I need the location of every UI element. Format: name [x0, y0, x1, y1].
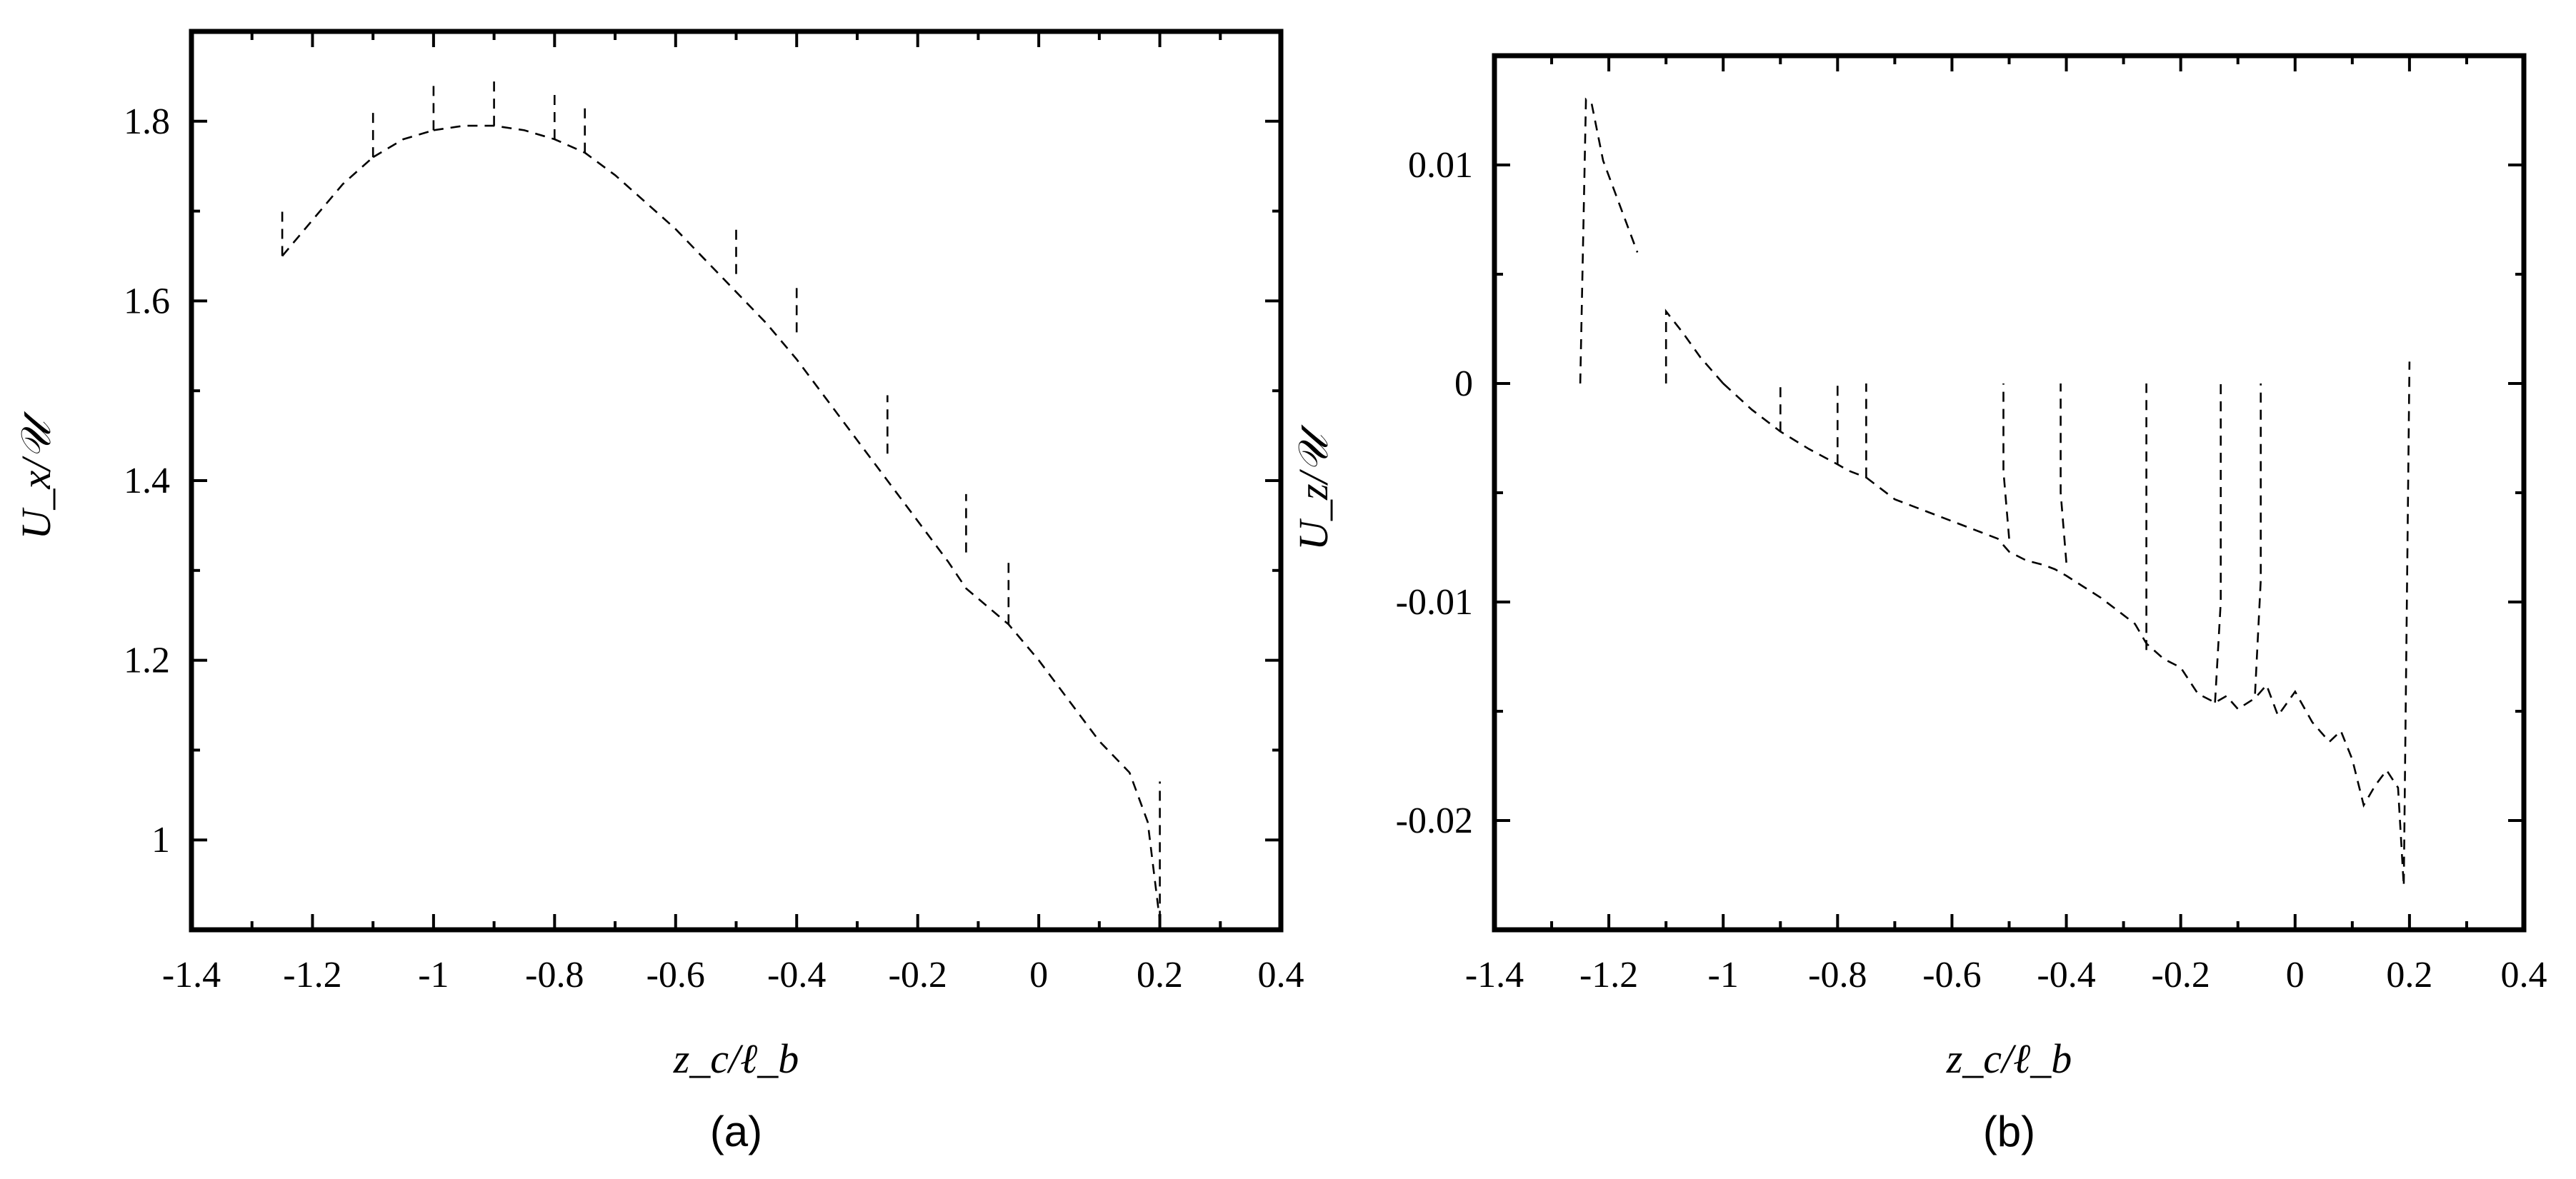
- x-tick-label: -1.2: [283, 955, 341, 995]
- series-line: [433, 124, 1161, 921]
- x-tick-label: -0.2: [889, 955, 947, 995]
- panel-a-chart: -1.4 -1.2 -1 -0.8 -0.6 -0.4 -0.2 0 0.2 0.4 1 1.2 1.4…: [13, 29, 1304, 1155]
- x-tick-label: -0.4: [767, 955, 826, 995]
- x-tick-label: -1: [418, 955, 449, 995]
- x-tick-label: 0.2: [2386, 955, 2432, 995]
- series-line: [281, 156, 374, 257]
- y-tick-label: 0: [1454, 363, 1473, 404]
- y-axis-label: U_x/𝒰: [13, 411, 59, 540]
- x-axis-label: z_c/ℓ_b: [1946, 1035, 2072, 1082]
- series-line: [1579, 97, 1639, 384]
- x-tick-label: -1: [1708, 955, 1739, 995]
- series-line: [2060, 383, 2067, 563]
- x-axis-label: z_c/ℓ_b: [673, 1035, 799, 1082]
- y-axis-label: U_z/𝒰: [1290, 423, 1337, 551]
- y-tick-label: 1.4: [124, 461, 170, 501]
- x-tick-label: -0.4: [2037, 955, 2095, 995]
- plot-frame: [189, 29, 1284, 933]
- y-tick-label: 1: [151, 820, 170, 861]
- x-tick-label: -0.8: [1808, 955, 1867, 995]
- x-tick-label: 0.4: [1258, 955, 1304, 995]
- y-tick-label: -0.01: [1396, 582, 1473, 623]
- y-tick-label: 1.2: [124, 641, 170, 681]
- x-tick-label: 0: [1029, 955, 1048, 995]
- x-tick-label: 0: [2286, 955, 2305, 995]
- series-line: [372, 129, 434, 159]
- y-tick-label: -0.02: [1396, 801, 1473, 841]
- x-tick-label: 0.2: [1137, 955, 1183, 995]
- x-tick-label: -1.2: [1579, 955, 1638, 995]
- x-tick-label: -1.4: [162, 955, 221, 995]
- series-line: [1664, 308, 1724, 384]
- plot-frame: [1492, 53, 2527, 933]
- panel-label: (b): [1983, 1108, 2035, 1155]
- panel-b-chart: -1.4 -1.2 -1 -0.8 -0.6 -0.4 -0.2 0 0.2 0.4 -0.02 -0…: [1290, 53, 2547, 1155]
- x-tick-label: -0.6: [1922, 955, 1981, 995]
- x-tick-label: -0.8: [525, 955, 584, 995]
- x-tick-label: -1.4: [1465, 955, 1524, 995]
- panel-label: (a): [710, 1108, 762, 1155]
- x-tick-label: -0.6: [647, 955, 705, 995]
- y-tick-label: 1.6: [124, 281, 170, 321]
- y-tick-label: 1.8: [124, 101, 170, 142]
- series-line: [2002, 383, 2010, 539]
- x-tick-label: 0.4: [2501, 955, 2547, 995]
- series-line: [1865, 361, 2411, 886]
- series-line: [1722, 383, 1867, 478]
- series-line: [2254, 383, 2262, 694]
- series-line: [2214, 383, 2222, 703]
- x-tick-label: -0.2: [2152, 955, 2210, 995]
- y-tick-label: 0.01: [1408, 145, 1473, 186]
